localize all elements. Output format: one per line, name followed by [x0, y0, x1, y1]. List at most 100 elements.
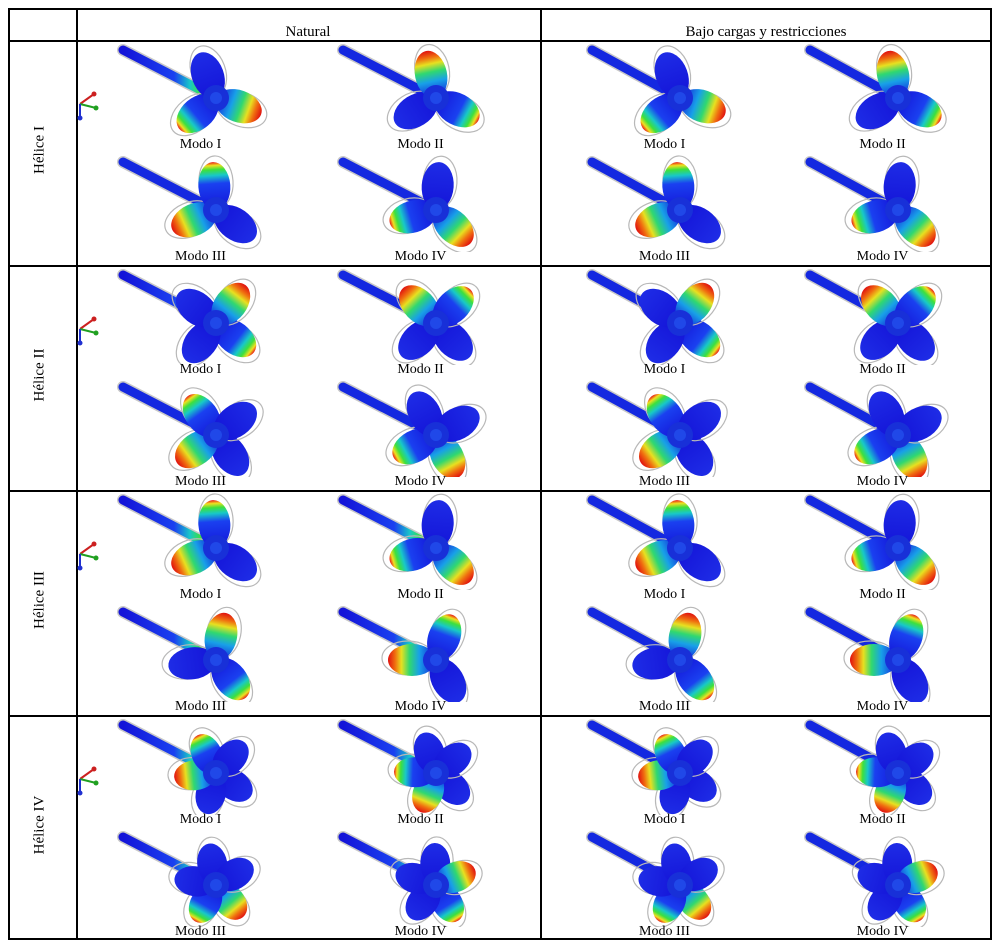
mode-shape-cell: Modo II [308, 265, 533, 380]
propeller-mode-shape [337, 43, 485, 133]
mode-label: Modo II [859, 812, 906, 827]
row-label-text: Hélice III [31, 571, 48, 629]
propeller-mode-shape [586, 493, 726, 588]
mode-label: Modo IV [856, 249, 909, 264]
mode-shape-cell: Modo III [88, 377, 313, 492]
mode-label: Modo I [179, 587, 222, 602]
mode-shape-cell: Modo III [552, 827, 777, 942]
mode-label: Modo III [639, 474, 690, 489]
mode-shape-cell: Modo IV [770, 827, 995, 942]
row-divider [10, 265, 992, 267]
mode-label: Modo IV [856, 474, 909, 489]
mode-shape-cell: Modo I [552, 715, 777, 830]
mode-label: Modo II [397, 362, 444, 377]
mode-shape-cell: Modo III [88, 152, 313, 267]
mode-label: Modo IV [394, 924, 447, 939]
mode-shape-cell: Modo III [88, 827, 313, 942]
mode-label: Modo I [179, 137, 222, 152]
mode-shape-cell: Modo IV [770, 602, 995, 717]
propeller-mode-shape [117, 831, 261, 927]
propeller-mode-shape [804, 43, 947, 133]
propeller-mode-shape [337, 155, 478, 252]
propeller-mode-shape [117, 269, 261, 365]
propeller-mode-shape [586, 719, 722, 815]
mode-label: Modo I [179, 362, 222, 377]
axes-triad-icon [77, 766, 99, 796]
mode-label: Modo III [175, 249, 226, 264]
mode-label: Modo III [639, 924, 690, 939]
propeller-mode-shape [586, 606, 718, 702]
propeller-mode-shape [804, 155, 940, 252]
mode-label: Modo II [397, 812, 444, 827]
mode-label: Modo IV [394, 474, 447, 489]
propeller-mode-shape [586, 155, 726, 250]
mode-shape-cell: Modo I [552, 40, 777, 155]
mode-label: Modo III [639, 699, 690, 714]
mode-label: Modo II [397, 137, 444, 152]
mode-label: Modo IV [856, 699, 909, 714]
mode-shape-cell: Modo III [552, 152, 777, 267]
mode-shape-cell: Modo I [77, 490, 313, 605]
mode-shape-cell: Modo IV [770, 377, 995, 492]
propeller-mode-shape [804, 493, 940, 590]
mode-shape-cell: Modo IV [770, 152, 995, 267]
mode-label: Modo IV [394, 249, 447, 264]
mode-label: Modo I [643, 587, 686, 602]
propeller-mode-shape [586, 381, 728, 477]
column-header-loaded: Bajo cargas y restricciones [685, 24, 847, 40]
mode-label: Modo III [175, 699, 226, 714]
mode-shape-cell: Modo II [308, 490, 533, 605]
mode-shape-cell: Modo I [552, 265, 777, 380]
mode-label: Modo I [643, 137, 686, 152]
mode-shape-cell: Modo III [552, 602, 777, 717]
mode-label: Modo III [175, 924, 226, 939]
axes-triad-icon [77, 541, 99, 571]
mode-shape-cell: Modo I [77, 715, 313, 830]
propeller-mode-shape [586, 44, 732, 137]
propeller-mode-shape [337, 493, 478, 590]
mode-label: Modo I [643, 362, 686, 377]
mode-label: Modo I [643, 812, 686, 827]
mode-shape-cell: Modo IV [308, 827, 533, 942]
propeller-mode-shape [586, 831, 725, 927]
axes-triad-icon [77, 91, 99, 121]
propeller-mode-shape [337, 831, 483, 927]
mode-label: Modo II [859, 362, 906, 377]
row-label-text: Hélice II [31, 348, 48, 402]
mode-label: Modo III [175, 474, 226, 489]
row-divider [10, 715, 992, 717]
propeller-mode-shape [117, 381, 264, 477]
mode-shape-cell: Modo I [77, 265, 313, 380]
propeller-mode-shape [117, 606, 254, 702]
mode-shape-cell: Modo III [552, 377, 777, 492]
column-divider [540, 10, 542, 940]
propeller-mode-shape [337, 606, 469, 702]
row-label-text: Hélice IV [31, 795, 48, 855]
propeller-mode-shape [337, 381, 487, 477]
mode-label: Modo II [397, 587, 444, 602]
mode-shape-cell: Modo III [88, 602, 313, 717]
mode-shape-cell: Modo II [770, 265, 995, 380]
mode-shape-cell: Modo II [770, 715, 995, 830]
mode-label: Modo I [179, 812, 222, 827]
column-header-natural: Natural [285, 24, 331, 40]
propeller-mode-shape [117, 719, 258, 815]
propeller-mode-shape [117, 44, 268, 137]
mode-shape-cell: Modo IV [308, 602, 533, 717]
mode-label: Modo IV [394, 699, 447, 714]
axes-triad-icon [77, 316, 99, 346]
propeller-mode-shape [804, 831, 945, 927]
propeller-mode-shape [337, 719, 479, 815]
propeller-mode-shape [586, 269, 725, 365]
mode-shape-cell: Modo IV [308, 152, 533, 267]
mode-shape-cell: Modo II [770, 490, 995, 605]
mode-shape-cell: Modo II [308, 40, 533, 155]
mode-label: Modo II [859, 137, 906, 152]
propeller-mode-shape [804, 381, 949, 477]
mode-shape-cell: Modo II [308, 715, 533, 830]
propeller-mode-shape [337, 269, 481, 365]
mode-shape-cell: Modo I [77, 40, 313, 155]
figure-table: Natural Bajo cargas y restricciones [8, 8, 992, 940]
row-divider [10, 40, 992, 42]
mode-shape-cell: Modo II [770, 40, 995, 155]
